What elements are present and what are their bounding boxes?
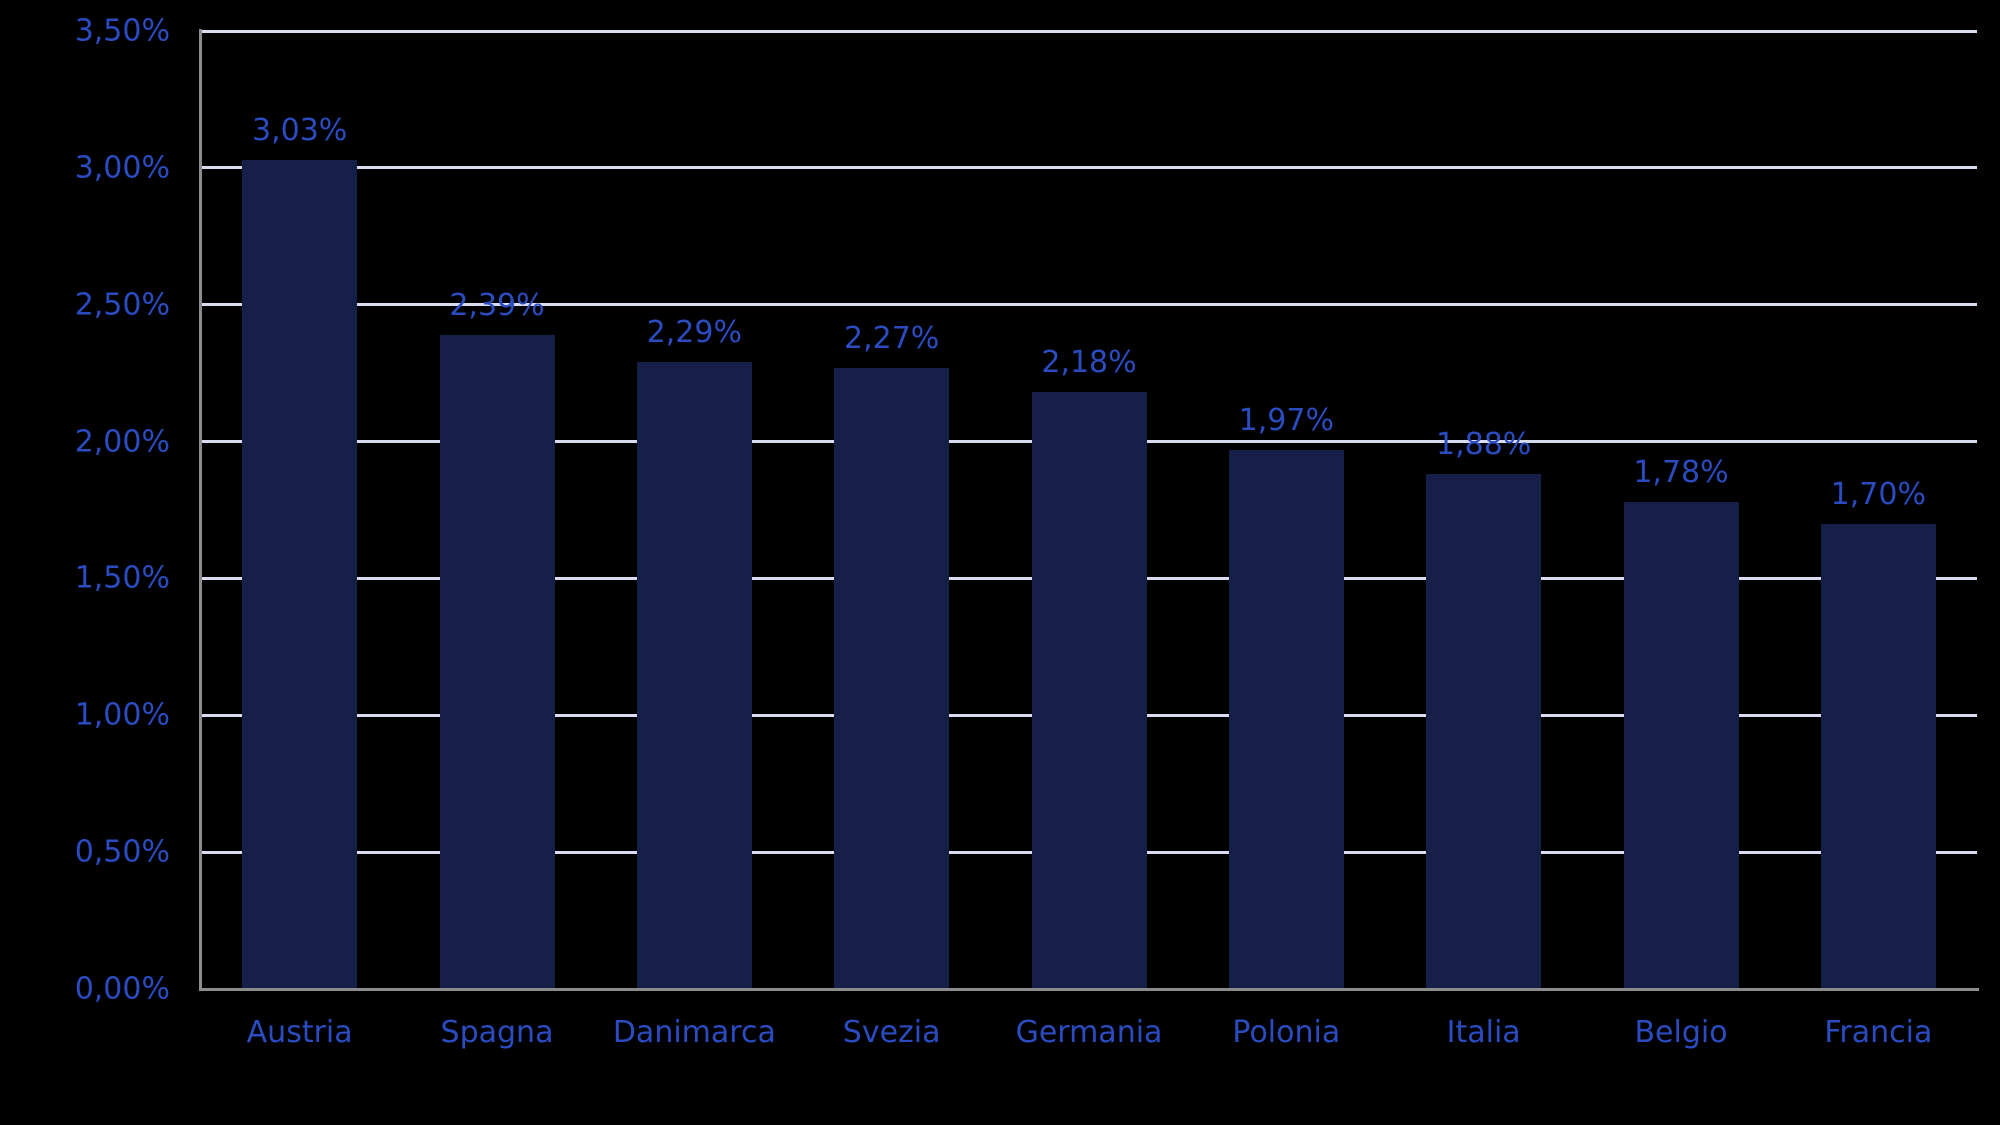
bar-value-label: 1,97% [1238, 402, 1334, 438]
category-label: Belgio [1634, 1015, 1728, 1050]
category-label: Germania [1015, 1015, 1163, 1050]
bar-italia [1426, 474, 1542, 989]
bar-germania [1031, 392, 1147, 989]
y-tick-label: 2,50% [74, 287, 170, 323]
bar-spagna [439, 334, 555, 989]
category-label: Spagna [440, 1015, 554, 1050]
category-label: Polonia [1232, 1015, 1341, 1050]
bar-svezia [834, 367, 950, 989]
gridline [201, 303, 1977, 307]
y-tick-label: 3,50% [74, 13, 170, 49]
bar-austria [242, 159, 358, 989]
category-label: Italia [1446, 1015, 1521, 1050]
bar-danimarca [636, 362, 752, 989]
y-tick-label: 0,50% [74, 834, 170, 870]
bar-belgio [1623, 501, 1739, 989]
bar-polonia [1228, 449, 1344, 989]
y-tick-label: 3,00% [74, 150, 170, 186]
y-tick-label: 1,00% [74, 697, 170, 733]
bar-value-label: 3,03% [252, 112, 348, 148]
bar-value-label: 2,27% [844, 320, 940, 356]
plot-area: 3,03% 2,39% 2,29% 2,27% 2,18% 1,97% 1,88% 1,78%… [201, 29, 1977, 989]
y-tick-label: 0,00% [74, 971, 170, 1007]
y-axis-line [199, 29, 202, 990]
bar-value-label: 1,88% [1436, 427, 1532, 463]
bars-layer [201, 31, 1977, 989]
bar-value-label: 2,29% [646, 315, 742, 351]
y-tick-label: 2,00% [74, 424, 170, 460]
gridline [201, 29, 1977, 33]
x-axis-line [199, 988, 1979, 991]
category-label: Danimarca [612, 1015, 776, 1050]
gridline [201, 166, 1977, 170]
category-label: Francia [1824, 1015, 1933, 1050]
category-label: Austria [246, 1015, 353, 1050]
bar-value-label: 1,70% [1830, 476, 1926, 512]
bar-value-label: 2,18% [1041, 345, 1137, 381]
category-label: Svezia [842, 1015, 941, 1050]
bar-value-labels-layer: 3,03% 2,39% 2,29% 2,27% 2,18% 1,97% 1,88% 1,78%… [201, 31, 1977, 989]
x-axis-category-labels: Austria Spagna Danimarca Svezia Germania Polo… [201, 1015, 1977, 1060]
y-tick-label: 1,50% [74, 560, 170, 596]
bar-francia [1820, 523, 1936, 989]
bar-value-label: 1,78% [1633, 454, 1729, 490]
bar-value-label: 2,39% [449, 287, 545, 323]
